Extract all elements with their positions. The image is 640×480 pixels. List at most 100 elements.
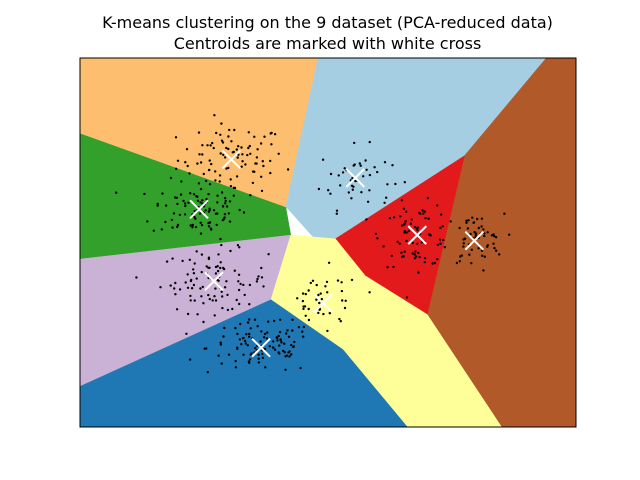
data-point — [189, 279, 193, 283]
data-point — [368, 291, 371, 294]
data-point — [262, 285, 265, 288]
data-point — [492, 242, 495, 245]
data-point — [192, 268, 195, 271]
data-point — [365, 218, 368, 221]
data-point — [480, 217, 484, 220]
data-point — [238, 246, 241, 249]
data-point — [307, 289, 310, 292]
chart-subtitle: Centroids are marked with white cross — [174, 34, 482, 53]
data-point — [462, 238, 465, 241]
data-point — [280, 341, 283, 344]
data-point — [236, 346, 239, 349]
region-blue — [80, 299, 408, 427]
data-point — [221, 295, 224, 298]
data-point — [486, 231, 489, 234]
data-point — [260, 276, 264, 279]
data-point — [222, 153, 225, 156]
data-point — [169, 176, 173, 180]
data-point — [192, 272, 196, 275]
data-point — [263, 135, 266, 138]
data-point — [417, 271, 420, 274]
data-point — [257, 275, 260, 278]
data-point — [382, 245, 385, 248]
data-point — [214, 212, 218, 215]
data-point — [188, 172, 191, 175]
data-point — [164, 204, 168, 207]
data-point — [413, 226, 417, 229]
data-point — [302, 325, 306, 329]
data-point — [238, 302, 241, 306]
data-point — [214, 287, 217, 290]
data-point — [449, 220, 452, 223]
data-point — [270, 143, 273, 146]
data-point — [183, 213, 187, 216]
data-point — [193, 299, 196, 302]
chart-title: K-means clustering on the 9 dataset (PCA… — [102, 13, 553, 32]
centroid-cross — [221, 149, 241, 170]
data-point — [202, 172, 205, 176]
data-point — [249, 152, 252, 155]
data-point — [403, 181, 406, 184]
data-point — [248, 358, 252, 361]
data-point — [238, 208, 241, 212]
data-point — [186, 164, 189, 168]
data-point — [483, 232, 486, 235]
data-point — [493, 246, 496, 250]
data-point — [257, 357, 260, 360]
data-point — [236, 156, 239, 159]
data-point — [201, 153, 204, 156]
data-point — [204, 179, 208, 183]
data-point — [214, 170, 217, 173]
data-point — [219, 152, 222, 155]
data-point — [279, 338, 282, 341]
data-point — [303, 305, 307, 308]
data-point — [278, 330, 282, 334]
data-point — [228, 220, 232, 223]
data-point — [292, 345, 295, 348]
data-point — [193, 262, 196, 265]
data-point — [146, 220, 149, 223]
data-point — [392, 216, 396, 219]
data-point — [483, 255, 486, 258]
data-point — [222, 335, 225, 338]
data-point — [237, 280, 240, 283]
data-point — [368, 189, 371, 192]
data-point — [227, 147, 230, 151]
data-point — [242, 211, 246, 214]
data-point — [226, 308, 230, 312]
data-point — [115, 191, 118, 194]
data-point — [200, 295, 203, 298]
data-point — [423, 256, 427, 260]
data-point — [228, 128, 231, 132]
data-point — [287, 351, 290, 354]
centroid-stroke — [204, 271, 224, 291]
centroid-cross — [313, 293, 333, 314]
data-point — [486, 244, 489, 247]
data-point — [418, 255, 421, 259]
data-point — [199, 221, 202, 224]
data-point — [189, 192, 192, 195]
data-point — [353, 141, 356, 145]
data-point — [206, 144, 209, 147]
data-point — [191, 226, 194, 229]
data-point — [253, 135, 256, 138]
data-point — [494, 236, 498, 239]
decision-regions — [80, 58, 576, 427]
data-point — [302, 335, 305, 338]
data-point — [227, 353, 231, 356]
data-point — [262, 336, 266, 339]
data-point — [217, 354, 220, 357]
data-point — [195, 277, 198, 280]
data-point — [178, 213, 182, 217]
data-point — [474, 232, 477, 235]
data-point — [465, 219, 468, 222]
data-point — [301, 292, 305, 295]
data-point — [477, 226, 480, 230]
data-point — [189, 299, 192, 302]
data-point — [265, 337, 269, 340]
data-point — [220, 362, 223, 365]
data-point — [249, 194, 252, 197]
data-point — [197, 182, 201, 185]
data-point — [383, 201, 386, 204]
data-point — [213, 314, 216, 317]
